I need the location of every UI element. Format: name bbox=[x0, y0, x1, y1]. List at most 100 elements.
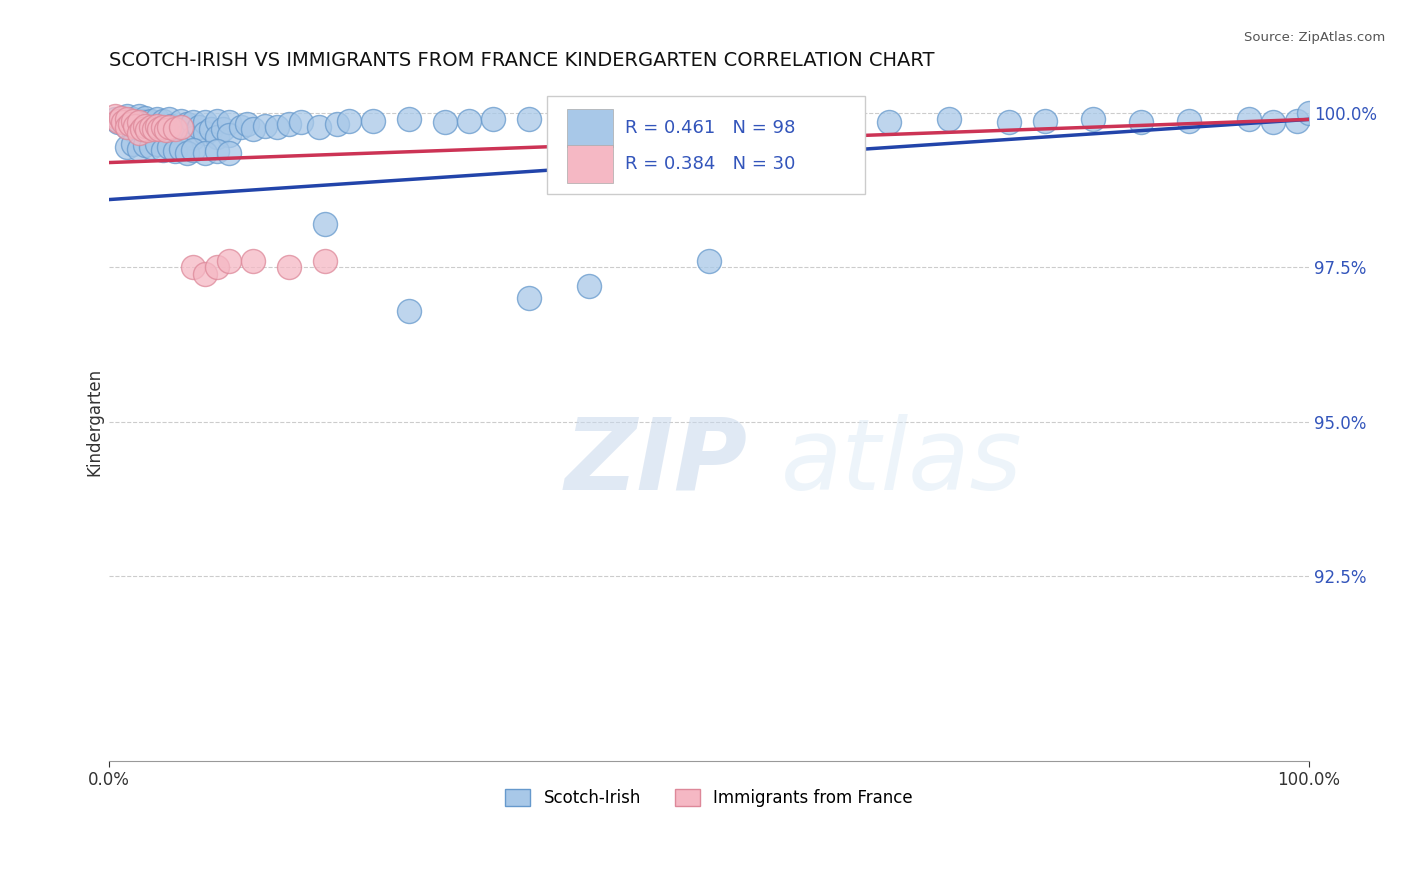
Point bbox=[163, 145, 186, 159]
Text: SCOTCH-IRISH VS IMMIGRANTS FROM FRANCE KINDERGARTEN CORRELATION CHART: SCOTCH-IRISH VS IMMIGRANTS FROM FRANCE K… bbox=[108, 51, 935, 70]
Point bbox=[160, 119, 183, 133]
Point bbox=[148, 121, 170, 136]
Point bbox=[155, 123, 177, 137]
Point bbox=[121, 136, 143, 151]
Point bbox=[212, 121, 235, 136]
Point bbox=[124, 119, 146, 133]
Point bbox=[157, 120, 180, 134]
Point bbox=[361, 113, 384, 128]
Point bbox=[218, 146, 240, 161]
Point bbox=[128, 109, 150, 123]
Point bbox=[1033, 113, 1056, 128]
Point bbox=[187, 120, 209, 134]
Point bbox=[242, 254, 264, 268]
Point bbox=[697, 254, 720, 268]
Point bbox=[229, 120, 252, 134]
Point bbox=[1130, 115, 1153, 129]
Point bbox=[290, 115, 312, 129]
Point bbox=[181, 143, 204, 157]
Point bbox=[157, 140, 180, 154]
Point bbox=[120, 117, 142, 131]
Point bbox=[1081, 112, 1104, 127]
Point bbox=[218, 128, 240, 142]
Point bbox=[998, 115, 1021, 129]
Point bbox=[136, 123, 159, 137]
Point bbox=[163, 121, 186, 136]
Point bbox=[107, 113, 129, 128]
Point bbox=[1286, 113, 1309, 128]
Point bbox=[170, 126, 193, 140]
Point bbox=[170, 113, 193, 128]
Point bbox=[121, 112, 143, 127]
Point bbox=[242, 121, 264, 136]
Point bbox=[139, 113, 162, 128]
Point bbox=[139, 140, 162, 154]
Point bbox=[128, 142, 150, 156]
Point bbox=[517, 291, 540, 305]
Point bbox=[143, 119, 166, 133]
Point bbox=[157, 112, 180, 127]
Point bbox=[578, 279, 600, 293]
Point bbox=[134, 138, 156, 153]
Point bbox=[277, 260, 299, 275]
Text: R = 0.461   N = 98: R = 0.461 N = 98 bbox=[624, 120, 796, 137]
Point bbox=[110, 111, 132, 125]
Point bbox=[1261, 115, 1284, 129]
Point bbox=[613, 111, 636, 125]
Point bbox=[266, 120, 288, 134]
Point bbox=[218, 115, 240, 129]
Point bbox=[818, 112, 841, 127]
Point bbox=[146, 112, 169, 127]
Text: Source: ZipAtlas.com: Source: ZipAtlas.com bbox=[1244, 31, 1385, 45]
Point bbox=[697, 112, 720, 127]
Point bbox=[152, 143, 174, 157]
Point bbox=[120, 117, 142, 131]
Point bbox=[433, 115, 456, 129]
Text: atlas: atlas bbox=[780, 414, 1022, 511]
Point bbox=[517, 112, 540, 127]
Point bbox=[253, 119, 276, 133]
Point bbox=[121, 113, 143, 128]
Legend: Scotch-Irish, Immigrants from France: Scotch-Irish, Immigrants from France bbox=[499, 782, 920, 814]
Point bbox=[112, 115, 135, 129]
Point bbox=[152, 129, 174, 144]
Point bbox=[205, 129, 228, 144]
Point bbox=[938, 112, 960, 127]
Point bbox=[112, 113, 135, 128]
Point bbox=[170, 142, 193, 156]
FancyBboxPatch shape bbox=[568, 145, 613, 183]
Point bbox=[115, 120, 138, 134]
Point bbox=[181, 260, 204, 275]
Point bbox=[128, 121, 150, 136]
Point bbox=[218, 254, 240, 268]
Point bbox=[877, 115, 900, 129]
Point bbox=[176, 146, 198, 161]
Point bbox=[326, 117, 349, 131]
Point bbox=[458, 113, 481, 128]
Point bbox=[578, 112, 600, 127]
Point bbox=[1237, 112, 1260, 127]
Point bbox=[115, 112, 138, 127]
Point bbox=[121, 123, 143, 137]
Point bbox=[398, 112, 420, 127]
Point bbox=[314, 254, 336, 268]
Point bbox=[337, 113, 360, 128]
Text: ZIP: ZIP bbox=[565, 414, 748, 511]
Point bbox=[650, 113, 672, 128]
Point bbox=[146, 128, 169, 142]
Point bbox=[148, 121, 170, 136]
Point bbox=[314, 217, 336, 231]
Point bbox=[194, 267, 217, 281]
FancyBboxPatch shape bbox=[547, 96, 865, 194]
Point bbox=[1178, 113, 1201, 128]
Point bbox=[146, 136, 169, 151]
Text: R = 0.384   N = 30: R = 0.384 N = 30 bbox=[624, 155, 796, 173]
Point bbox=[128, 126, 150, 140]
Point bbox=[104, 109, 127, 123]
Point bbox=[128, 115, 150, 129]
Point bbox=[200, 121, 222, 136]
Point bbox=[110, 111, 132, 125]
Point bbox=[163, 123, 186, 137]
Point bbox=[277, 117, 299, 131]
Point bbox=[131, 121, 153, 136]
